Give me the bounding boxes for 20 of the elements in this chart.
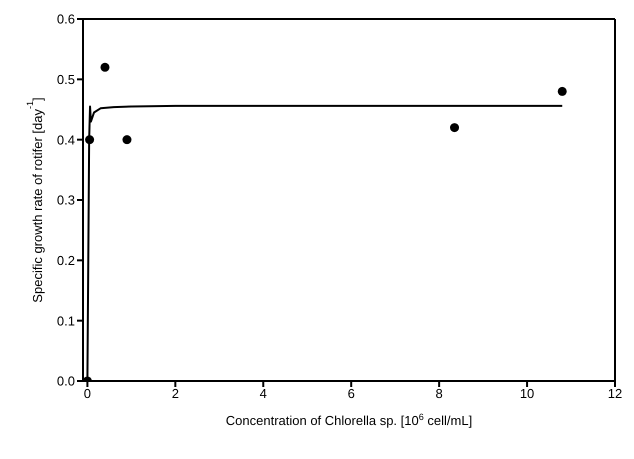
point — [450, 123, 460, 132]
y-tick-label: 0.3 — [56, 192, 75, 208]
x-tick-label: 4 — [260, 386, 267, 402]
point — [85, 135, 94, 144]
point — [100, 62, 110, 72]
y-tick-label: 0.1 — [56, 313, 75, 328]
y-tick-label: 0.5 — [56, 72, 75, 87]
x-tick-label: 8 — [436, 386, 443, 402]
y-tick-label: 0.4 — [56, 132, 75, 148]
point — [558, 86, 567, 96]
x-tick-label: 2 — [172, 386, 179, 402]
point — [122, 135, 132, 144]
x-tick-label: 0 — [84, 386, 92, 402]
y-tick-label: 0.0 — [56, 374, 75, 389]
x-tick-label: 10 — [520, 386, 534, 402]
y-tick-label: 0.2 — [56, 252, 75, 268]
x-tick-label: 12 — [608, 386, 622, 402]
y-tick-label: 0.6 — [56, 12, 75, 27]
x-axis-title: Concentration of Chlorella sp. [10$^{6}$ cell/mL] — [226, 412, 472, 428]
x-tick-label: 6 — [348, 386, 355, 402]
